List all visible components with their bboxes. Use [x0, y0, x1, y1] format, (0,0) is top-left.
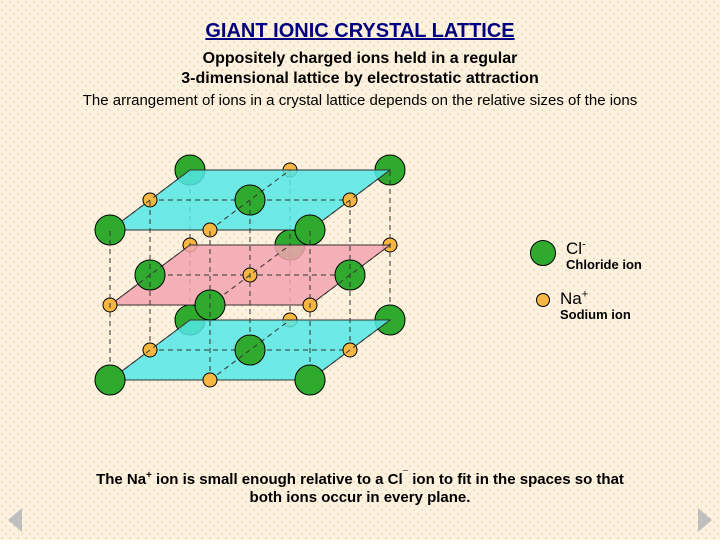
chloride-ion: [95, 365, 125, 395]
chloride-symbol: Cl-: [566, 240, 642, 257]
prev-arrow-icon[interactable]: [8, 508, 22, 532]
sodium-swatch: [536, 293, 550, 307]
subtitle-line1: Oppositely charged ions held in a regula…: [203, 50, 518, 67]
chloride-swatch: [530, 240, 556, 266]
subtitle: Oppositely charged ions held in a regula…: [0, 49, 720, 89]
description: The arrangement of ions in a crystal lat…: [0, 92, 720, 109]
sodium-ion: [203, 373, 217, 387]
sodium-symbol: Na+: [560, 290, 631, 307]
chloride-label: Chloride ion: [566, 257, 642, 272]
caption: The Na+ ion is small enough relative to …: [80, 471, 640, 509]
legend-row-cl: Cl- Chloride ion: [530, 240, 690, 272]
sodium-label: Sodium ion: [560, 307, 631, 322]
sodium-ion: [143, 343, 157, 357]
legend-row-na: Na+ Sodium ion: [530, 290, 690, 322]
page-title: GIANT IONIC CRYSTAL LATTICE: [0, 0, 720, 43]
next-arrow-icon[interactable]: [698, 508, 712, 532]
lattice-diagram: [90, 140, 450, 440]
chloride-ion: [295, 365, 325, 395]
legend: Cl- Chloride ion Na+ Sodium ion: [530, 240, 690, 340]
subtitle-line2: 3-dimensional lattice by electrostatic a…: [181, 70, 538, 87]
